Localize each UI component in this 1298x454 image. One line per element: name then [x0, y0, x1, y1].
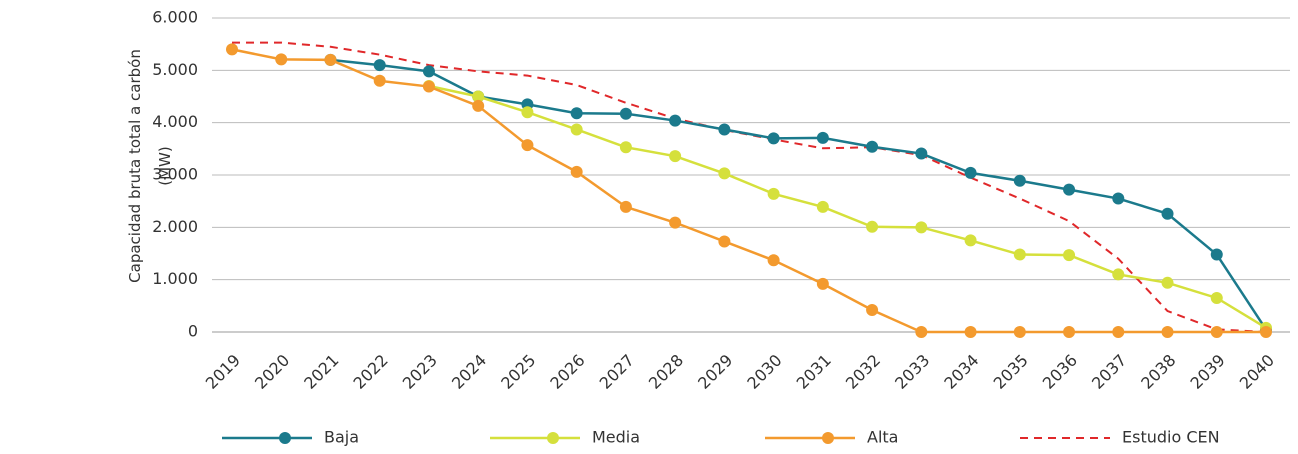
x-tick-label: 2021: [300, 351, 342, 393]
point: [1112, 268, 1125, 281]
point: [964, 326, 977, 338]
series-line: [232, 41, 1267, 333]
point: [1013, 248, 1026, 261]
point: [422, 65, 435, 78]
x-tick-label: 2019: [202, 351, 244, 393]
x-tick-label: 2030: [743, 351, 785, 393]
point: [718, 235, 731, 248]
legend-marker: [279, 432, 291, 444]
x-tick-label: 2035: [990, 351, 1032, 393]
point: [373, 74, 386, 87]
x-tick-label: 2031: [793, 351, 835, 393]
y-axis-label: Capacidad bruta total a carbón (MW): [126, 49, 174, 283]
legend-label: Alta: [867, 428, 898, 447]
point: [1161, 276, 1174, 289]
x-tick-label: 2028: [645, 351, 687, 393]
point: [915, 326, 928, 338]
x-tick-label: 2033: [891, 351, 933, 393]
legend-marker: [547, 432, 559, 444]
point: [718, 167, 731, 180]
point: [570, 165, 583, 178]
x-tick-label: 2040: [1236, 351, 1278, 393]
point: [472, 90, 485, 103]
legend-label: Estudio CEN: [1122, 428, 1220, 447]
point: [915, 147, 928, 160]
point: [866, 304, 879, 317]
x-tick-label: 2024: [448, 351, 490, 393]
point: [767, 132, 780, 145]
point: [718, 123, 731, 136]
y-tick-label: 3.000: [152, 165, 198, 184]
x-tick-label: 2022: [349, 351, 391, 393]
point: [816, 277, 829, 290]
point: [1063, 249, 1076, 262]
point: [521, 106, 534, 119]
point: [1112, 326, 1125, 338]
point: [226, 43, 238, 56]
point: [324, 53, 337, 66]
point: [1210, 248, 1223, 261]
y-tick-label: 0: [188, 322, 198, 341]
point: [1013, 174, 1026, 187]
x-tick-label: 2034: [940, 351, 982, 393]
point: [472, 99, 485, 112]
x-tick-label: 2026: [546, 351, 588, 393]
point: [570, 107, 583, 120]
point: [373, 59, 386, 72]
point: [669, 114, 682, 127]
point: [964, 234, 977, 247]
point: [1063, 326, 1076, 338]
point: [1161, 207, 1174, 220]
x-tick-label: 2036: [1039, 351, 1081, 393]
point: [619, 200, 632, 213]
x-tick-label: 2037: [1088, 351, 1130, 393]
point: [669, 150, 682, 163]
series-line: [330, 58, 1268, 331]
point: [1210, 291, 1223, 304]
x-tick-label: 2032: [842, 351, 884, 393]
x-tick-label: 2027: [596, 351, 638, 393]
x-tick-label: 2020: [251, 351, 293, 393]
point: [964, 166, 977, 179]
point: [1112, 192, 1125, 205]
x-tick-label: 2038: [1137, 351, 1179, 393]
point: [816, 131, 829, 144]
point: [915, 221, 928, 234]
point: [619, 107, 632, 120]
point: [767, 187, 780, 200]
point: [1210, 326, 1223, 338]
legend-label: Baja: [324, 428, 359, 447]
y-tick-label: 2.000: [152, 217, 198, 236]
point: [866, 140, 879, 153]
point: [619, 141, 632, 154]
point: [866, 220, 879, 233]
legend-label: Media: [592, 428, 640, 447]
point: [422, 80, 435, 93]
x-tick-label: 2025: [497, 351, 539, 393]
y-tick-label: 6.000: [152, 8, 198, 27]
point: [1013, 326, 1026, 338]
y-tick-label: 1.000: [152, 269, 198, 288]
point: [521, 139, 534, 152]
y-tick-label: 4.000: [152, 112, 198, 131]
point: [570, 123, 583, 136]
x-tick-label: 2029: [694, 351, 736, 393]
point: [1063, 183, 1076, 196]
point: [816, 200, 829, 213]
x-tick-label: 2023: [399, 351, 441, 393]
x-tick-label: 2039: [1187, 351, 1229, 393]
point: [767, 254, 780, 267]
series-line: [231, 48, 1266, 334]
point: [669, 216, 682, 229]
point: [1260, 326, 1272, 338]
point: [275, 53, 288, 66]
point: [1161, 326, 1174, 338]
y-tick-label: 5.000: [152, 60, 198, 79]
series-line: [428, 84, 1267, 329]
legend-marker: [822, 432, 834, 444]
